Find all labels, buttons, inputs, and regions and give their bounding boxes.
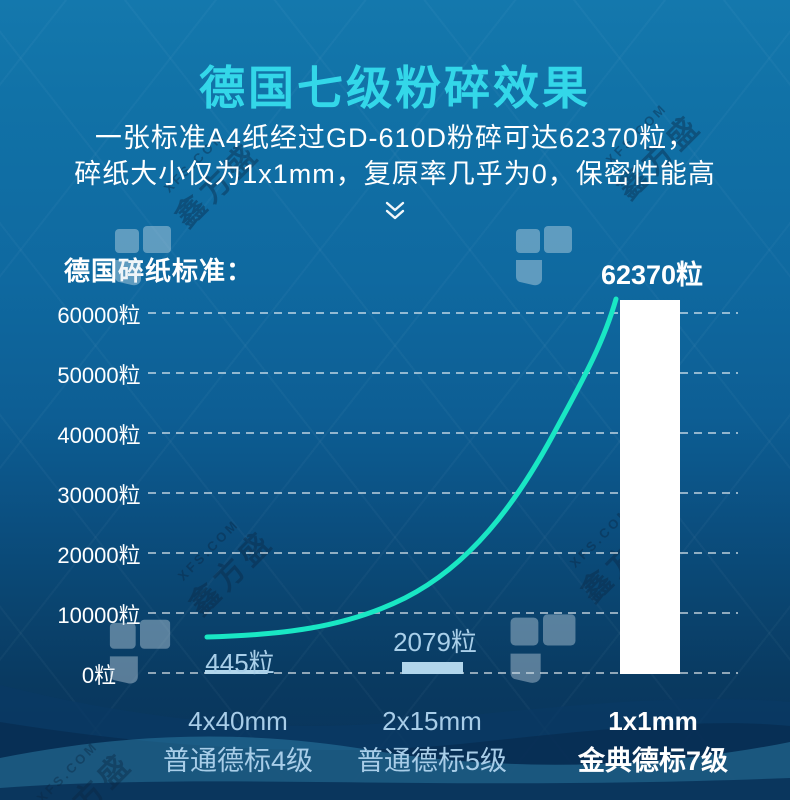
- value-label-grade5: 2079粒: [393, 627, 477, 657]
- y-tick-label: 10000粒: [57, 603, 141, 628]
- bottom-wave-decoration: [0, 685, 790, 800]
- y-tick-label: 40000粒: [57, 423, 141, 448]
- value-label-grade4: 445粒: [205, 648, 275, 678]
- bar-grade5: [402, 662, 463, 674]
- watermark-text: XFS.COM 鑫方盛: [174, 516, 281, 623]
- chart-section-label: 德国碎纸标准：: [64, 256, 254, 286]
- y-tick-label: 60000粒: [57, 303, 141, 328]
- category-size-grade5: 2x15mm: [382, 706, 482, 736]
- category-grade7: 金典德标7级: [577, 746, 729, 776]
- y-tick-label: 20000粒: [57, 543, 141, 568]
- category-size-grade4: 4x40mm: [188, 706, 288, 736]
- subtitle-line-2: 碎纸大小仅为1x1mm，复原率几乎为0，保密性能高: [74, 159, 716, 189]
- brand-logo-watermark-icon: [516, 226, 572, 286]
- category-grade5: 普通德标5级: [356, 746, 508, 776]
- category-size-grade7: 1x1mm: [608, 706, 698, 736]
- category-grade4: 普通德标4级: [162, 746, 314, 776]
- bar-grade4: [205, 670, 267, 674]
- subtitle-line-1: 一张标准A4纸经过GD-610D粉碎可达62370粒，: [94, 123, 696, 153]
- y-tick-label: 50000粒: [57, 363, 141, 388]
- y-tick-label: 0粒: [81, 663, 117, 688]
- bar-grade7: [620, 300, 680, 674]
- page-title: 德国七级粉碎效果: [199, 62, 591, 114]
- chevron-double-down-icon: [385, 201, 405, 220]
- highlight-value-label: 62370粒: [600, 260, 704, 290]
- y-tick-label: 30000粒: [57, 483, 141, 508]
